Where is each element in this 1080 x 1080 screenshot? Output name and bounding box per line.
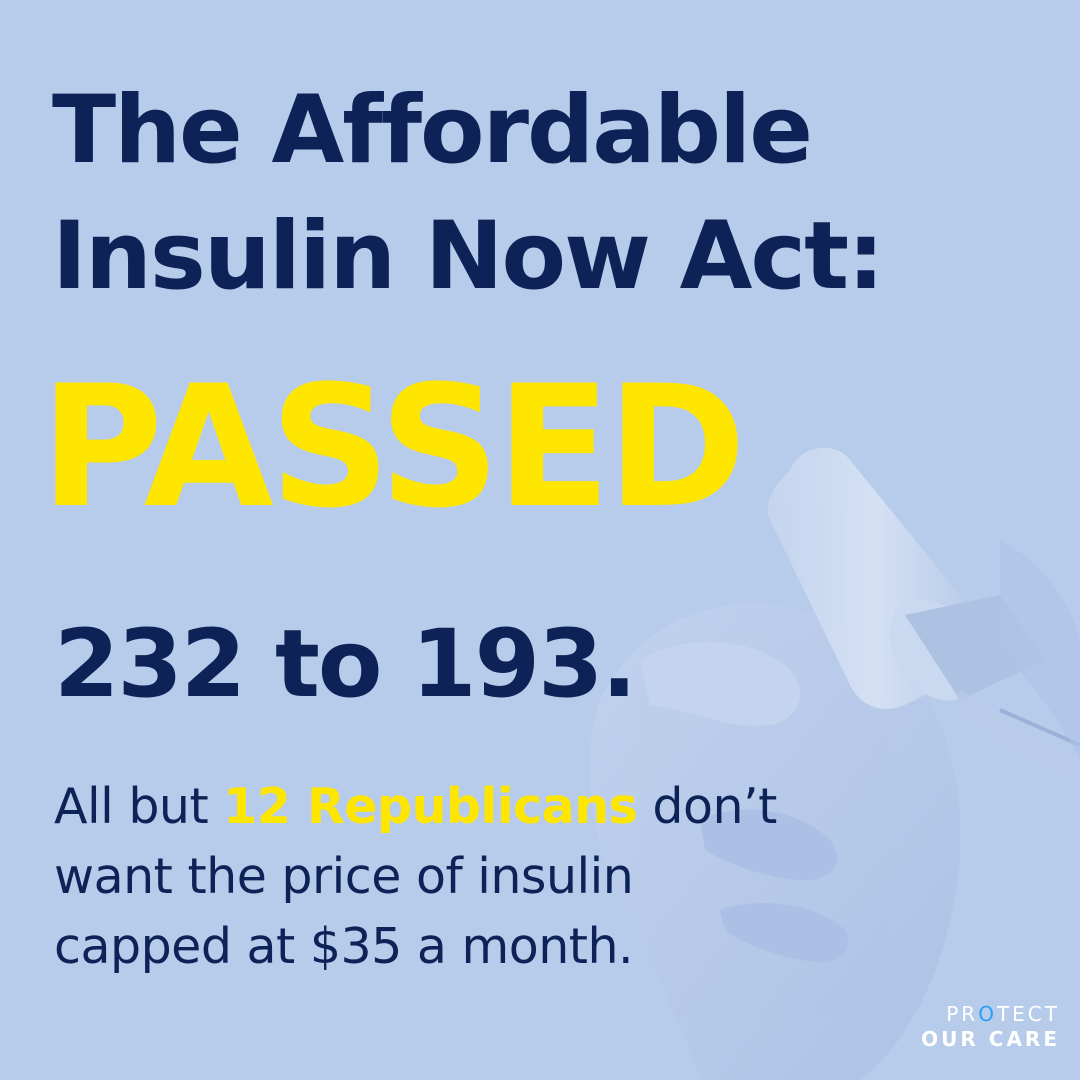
- headline-line-1: The Affordable: [52, 76, 813, 185]
- body-line-3: capped at $35 a month.: [54, 918, 634, 975]
- body-line-2: want the price of insulin: [54, 848, 634, 905]
- body-line-1-suffix: don’t: [637, 778, 777, 835]
- status-passed: PASSED: [40, 349, 746, 545]
- protect-our-care-logo: PROTECT OUR CARE: [921, 1002, 1060, 1052]
- logo-row-2: OUR CARE: [921, 1027, 1060, 1051]
- vote-count: 232 to 193.: [54, 610, 637, 719]
- logo-row-1: PROTECT: [921, 1002, 1060, 1027]
- republicans-highlight: 12 Republicans: [223, 778, 638, 835]
- body-line-1: All but 12 Republicans don’t: [54, 772, 777, 842]
- logo-row-1-end: TECT: [996, 1002, 1060, 1026]
- body-line-1-prefix: All but: [54, 778, 224, 835]
- logo-row-1-start: PR: [946, 1002, 979, 1026]
- logo-o-accent: O: [978, 1002, 997, 1026]
- headline-line-2: Insulin Now Act:: [52, 202, 885, 311]
- body-text: All but 12 Republicans don’t want the pr…: [54, 772, 777, 982]
